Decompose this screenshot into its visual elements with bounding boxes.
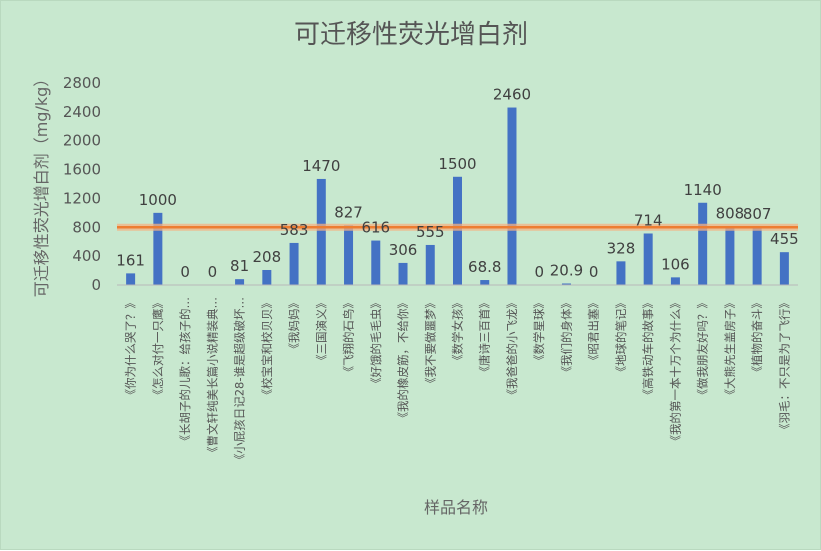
y-tick-label: 2800 (63, 74, 101, 92)
data-label: 0 (589, 263, 599, 281)
data-label: 0 (180, 263, 190, 281)
data-label: 616 (361, 219, 390, 237)
category-label: 《飞翔的石鸟》 (342, 297, 356, 378)
category-label: 《怎么对付一只鹰》 (151, 297, 165, 401)
chart-title: 可迁移性荧光增白剂 (294, 20, 528, 50)
data-label: 555 (416, 223, 445, 241)
category-label: 《大熊先生盖房子》 (723, 297, 737, 401)
category-label: 《你为什么哭了？》 (124, 297, 138, 401)
bar (344, 225, 354, 285)
bar (643, 233, 653, 285)
data-label: 2460 (493, 86, 531, 104)
data-label: 1000 (139, 191, 177, 209)
data-label: 81 (230, 257, 249, 275)
y-tick-label: 2000 (63, 132, 101, 150)
bar (153, 212, 163, 285)
bar (670, 277, 680, 285)
category-label: 《我们的身体》 (559, 297, 573, 378)
data-label: 0 (208, 263, 218, 281)
category-label: 《曹文轩纯美长篇小说精装典… (205, 297, 219, 458)
data-label: 808 (716, 205, 745, 223)
data-label: 106 (661, 255, 690, 273)
category-label: 《好饿的毛毛虫》 (369, 297, 383, 389)
data-label: 68.8 (468, 258, 501, 276)
category-label: 《唐诗三百首》 (478, 297, 492, 378)
category-label: 《小屁孩日记28-谁是超级破坏… (233, 297, 247, 465)
data-label: 807 (743, 205, 772, 223)
x-axis: 《你为什么哭了？》 《怎么对付一只鹰》 《长胡子的儿歌：给孩子的… 《曹文轩纯美长篇小… (117, 284, 798, 465)
category-label: 《数学女孩》 (451, 297, 465, 366)
y-tick-label: 2400 (63, 103, 101, 121)
category-label: 《我的橡皮筋，不给你》 (396, 297, 410, 424)
category-label: 《我不要做噩梦》 (423, 297, 437, 389)
data-label: 20.9 (550, 261, 583, 279)
bar (725, 226, 735, 285)
y-axis: 0 400 800 1200 1600 2000 2400 2800 (63, 74, 101, 294)
category-label: 《我的第一本十万个为什么》 (668, 297, 682, 447)
category-label: 《我妈妈》 (287, 297, 301, 355)
category-label: 《高铁动车的故事》 (641, 297, 655, 401)
data-label: 714 (634, 211, 663, 229)
category-label: 《长胡子的儿歌：给孩子的… (178, 297, 192, 447)
data-label: 827 (334, 203, 363, 221)
data-label: 455 (770, 230, 799, 248)
y-tick-label: 400 (72, 247, 101, 265)
data-label: 1470 (302, 157, 340, 175)
data-label: 1140 (684, 181, 722, 199)
bar (316, 178, 326, 285)
bar (126, 273, 136, 285)
category-label: 《植物的奋斗》 (750, 297, 764, 378)
data-label: 208 (252, 248, 281, 266)
y-tick-label: 1600 (63, 161, 101, 179)
category-label: 《我爸爸的小飞龙》 (505, 297, 519, 401)
bar (779, 252, 789, 285)
bar (480, 280, 490, 285)
bar (698, 202, 708, 285)
y-tick-label: 1200 (63, 189, 101, 207)
category-label: 《做我朋友好吗？》 (696, 297, 710, 401)
bars (126, 107, 789, 286)
data-label: 1500 (438, 155, 476, 173)
bar (235, 279, 245, 285)
y-tick-label: 800 (72, 218, 101, 236)
data-label: 583 (280, 221, 309, 239)
bar (453, 176, 462, 285)
bar (561, 283, 571, 285)
category-label: 《校宝宝和校贝贝》 (260, 297, 274, 401)
category-label: 《三国演义》 (314, 297, 328, 366)
category-label: 《羽毛：不只是为了飞行》 (777, 297, 791, 435)
bar (425, 244, 435, 285)
data-label: 306 (389, 241, 418, 259)
bar (289, 242, 299, 285)
category-label: 《地球的笔记》 (614, 297, 628, 378)
data-label: 161 (116, 251, 145, 269)
x-axis-title: 样品名称 (424, 498, 488, 517)
category-label: 《昭君出塞》 (587, 297, 601, 366)
bar (507, 107, 517, 286)
bar (616, 261, 626, 285)
bar (398, 262, 408, 285)
bar (371, 240, 381, 285)
bar (752, 226, 762, 285)
category-label: 《数学星球》 (532, 297, 546, 366)
y-axis-title: 可迁移性荧光增白剂（mg/kg） (32, 71, 51, 298)
y-tick-label: 0 (91, 276, 101, 294)
bar (262, 269, 272, 285)
data-label: 0 (534, 263, 544, 281)
data-label: 328 (607, 239, 636, 257)
